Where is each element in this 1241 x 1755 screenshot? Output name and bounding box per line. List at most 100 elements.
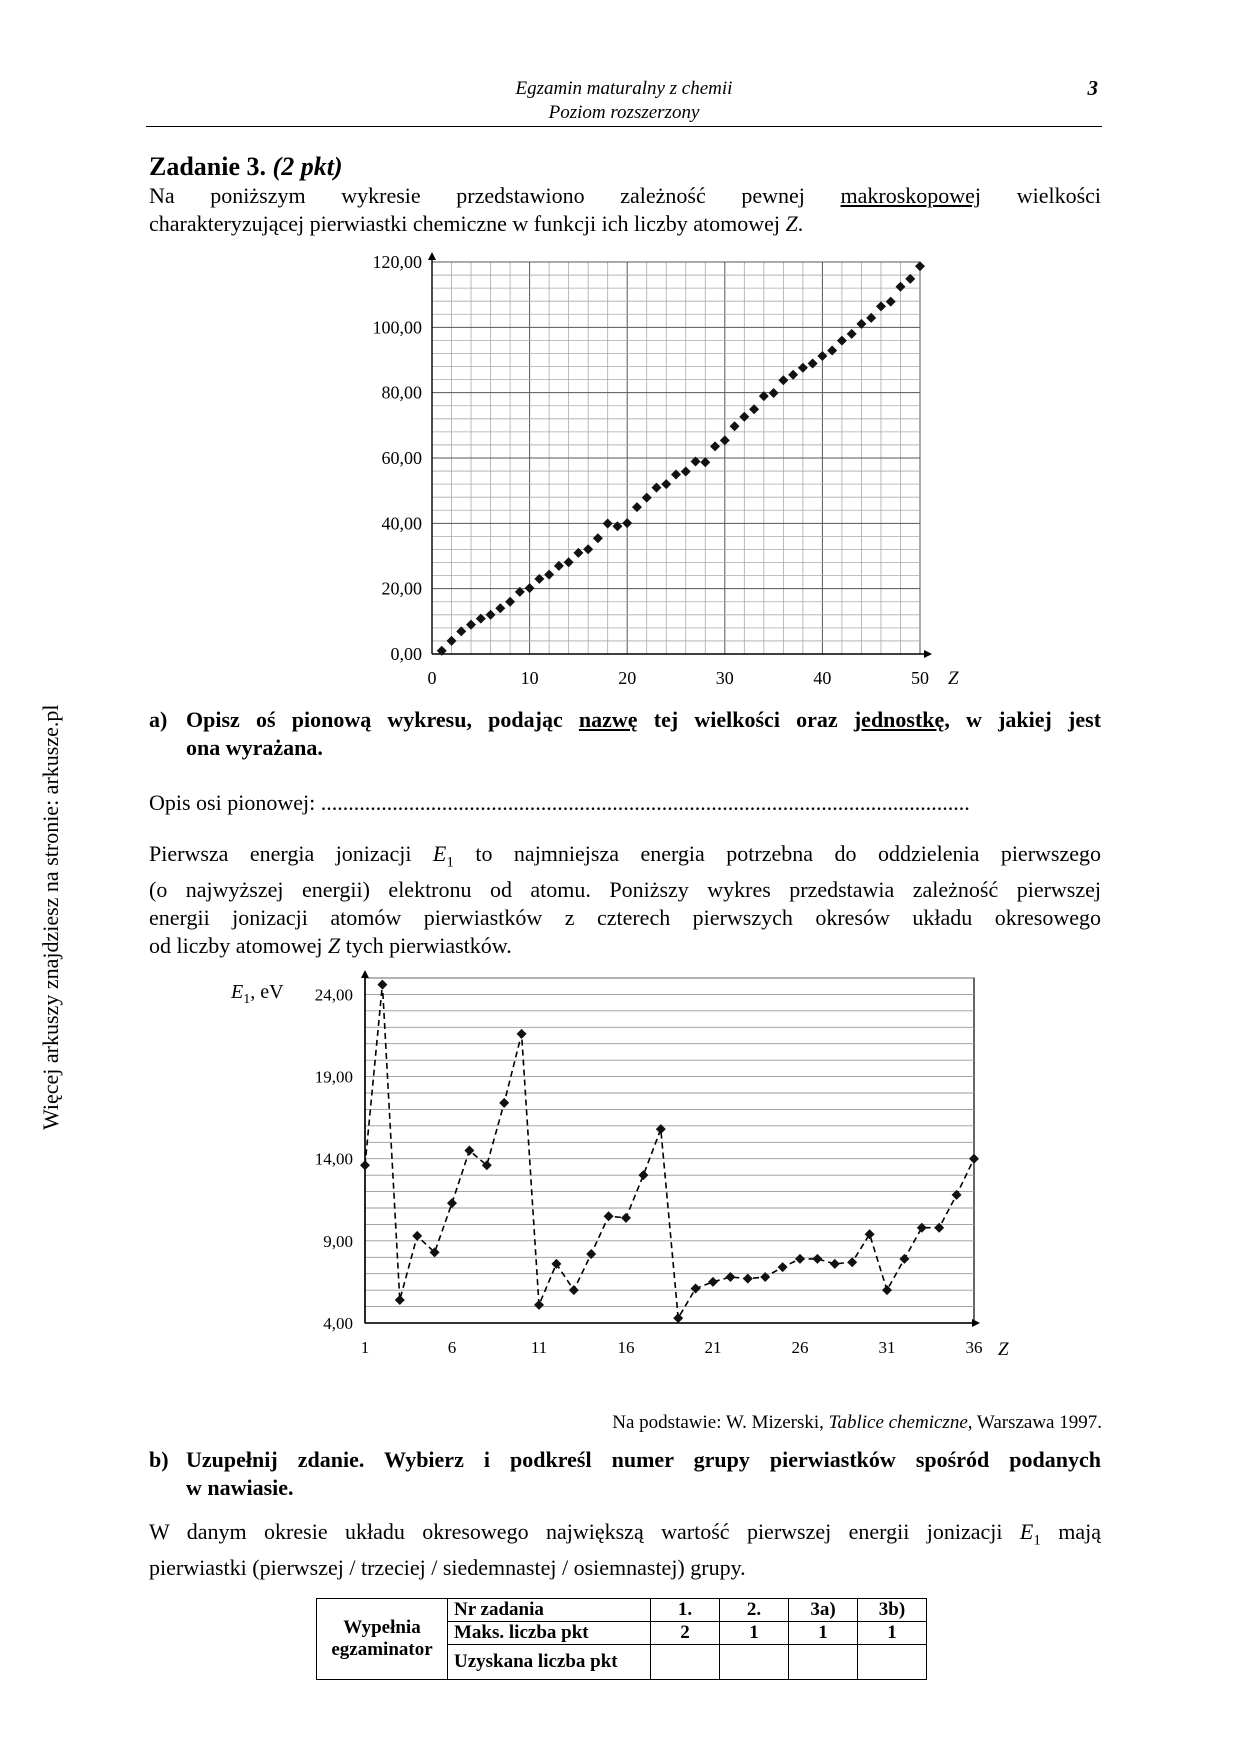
chart2-grid <box>364 977 975 1324</box>
chart2-point <box>377 979 388 990</box>
question-b-line-2: w nawiasie. <box>186 1475 294 1500</box>
chart1-point <box>456 626 467 637</box>
chart2-point <box>551 1258 562 1269</box>
chart1-point <box>602 518 613 529</box>
max-points-3a: 1 <box>788 1621 858 1645</box>
chart2-series-line <box>364 984 975 1321</box>
chart1-point <box>719 435 730 446</box>
chart1-point <box>729 421 740 432</box>
chart1-point <box>661 479 672 490</box>
chart1-point <box>583 544 594 555</box>
chart1-point <box>856 318 867 329</box>
examiner-score-table: Wypełnia egzaminator Nr zadania 1. 2. 3a)… <box>316 1598 927 1680</box>
chart1-point <box>797 362 808 373</box>
chart1-point <box>788 369 799 380</box>
chart1-x-tick-label: 10 <box>521 668 539 686</box>
chart2-point <box>568 1285 579 1296</box>
chart2-point <box>777 1262 788 1273</box>
max-points-1: 2 <box>650 1621 720 1645</box>
chart2-axes <box>361 970 980 1327</box>
chart1-point <box>710 441 721 452</box>
header-level: Poziom rozszerzony <box>548 102 700 123</box>
obtained-points-1[interactable] <box>650 1644 720 1680</box>
chart1-point <box>700 457 711 468</box>
sentence-line-2: pierwiastki (pierwszej / trzeciej / sied… <box>149 1555 746 1581</box>
chart1-y-tick-label: 20,00 <box>382 579 423 599</box>
chart2-x-tick-label: 6 <box>448 1338 457 1357</box>
chart2-point <box>725 1272 736 1282</box>
chart1-point <box>866 312 877 323</box>
chart1-point <box>563 557 574 568</box>
chart2-point <box>499 1097 510 1108</box>
chart1-point <box>827 345 838 356</box>
examiner-label-cell: Wypełnia egzaminator <box>316 1598 448 1680</box>
chart1-point <box>885 296 896 307</box>
answer-dots: ........................................… <box>320 790 970 815</box>
chart1-x-arrow <box>924 650 932 658</box>
sentence-to-complete[interactable]: W danym okresie układu okresowego najwię… <box>149 1518 1101 1582</box>
chart2-point <box>708 1276 718 1287</box>
max-points-2: 1 <box>719 1621 789 1645</box>
chart2-y-arrow <box>361 970 369 978</box>
chart2-point <box>464 1145 475 1156</box>
chart2-point <box>934 1222 945 1233</box>
info-line-4: od liczby atomowej Z tych pierwiastków. <box>149 933 512 959</box>
chart1-point <box>544 569 555 580</box>
chart1-y-tick-label: 100,00 <box>373 317 423 337</box>
chart1-point <box>436 645 447 656</box>
chart1-point <box>495 603 506 614</box>
chart1-point <box>758 391 769 402</box>
task-number-1: 1. <box>650 1598 720 1622</box>
chart2-point <box>394 1295 405 1305</box>
chart2-point <box>586 1249 597 1259</box>
chart1-x-tick-label: 50 <box>911 668 929 686</box>
chart2-point <box>638 1170 649 1181</box>
chart1-grid <box>431 261 921 655</box>
chart2-y-tick-label: 4,00 <box>323 1314 353 1333</box>
obtained-points-2[interactable] <box>719 1644 789 1680</box>
chart1-point <box>690 456 701 467</box>
task-intro: Na poniższym wykresie przedstawiono zale… <box>149 182 1101 238</box>
chart1-point <box>592 533 603 544</box>
question-b: b) Uzupełnij zdanie. Wybierz i podkreśl … <box>149 1446 1101 1502</box>
chart1-point <box>622 518 633 529</box>
page-number: 3 <box>1087 76 1099 100</box>
chart1-y-arrow <box>428 252 436 260</box>
sidebar-watermark-text: Więcej arkuszy znajdziesz na stronie: ar… <box>38 704 63 1130</box>
chart1-tick-labels: 0,00 20,00 40,00 60,00 80,00 100,00 120,00 0 10 2… <box>373 252 930 686</box>
task-number-label: Nr zadania <box>447 1598 651 1622</box>
chart1-point <box>553 560 564 571</box>
chart1-point <box>749 404 760 415</box>
chart1-point <box>915 261 925 272</box>
task-number-3b: 3b) <box>857 1598 927 1622</box>
obtained-points-label: Uzyskana liczba pkt <box>447 1644 651 1680</box>
chart2-points <box>360 979 979 1324</box>
chart2-y-tick-label: 9,00 <box>323 1232 353 1251</box>
chart1-points <box>436 261 925 656</box>
question-a-line-2: ona wyrażana. <box>186 735 323 760</box>
obtained-points-3a[interactable] <box>788 1644 858 1680</box>
chart2-x-tick-label: 1 <box>361 1338 370 1357</box>
chart1-point <box>905 273 916 284</box>
answer-line-a[interactable]: Opis osi pionowej: .....................… <box>149 790 970 816</box>
chart2-point <box>655 1124 666 1135</box>
question-b-line-1: Uzupełnij zdanie. Wybierz i podkreśl num… <box>186 1447 1101 1472</box>
chart2-y-axis-label: E1, eV <box>230 981 284 1007</box>
chart2-x-tick-label: 26 <box>792 1338 809 1357</box>
ionization-info: Pierwsza energia jonizacji E1 to najmnie… <box>149 840 1101 960</box>
chart1-point <box>817 351 828 362</box>
chart1-point <box>524 583 535 594</box>
chart2-point <box>899 1253 910 1264</box>
chart1-x-tick-label: 20 <box>618 668 636 686</box>
sentence-line-1: W danym okresie układu okresowego najwię… <box>149 1519 1101 1549</box>
header-exam-title: Egzamin maturalny z chemii <box>515 78 733 99</box>
question-a: a) Opisz oś pionową wykresu, podając naz… <box>149 706 1101 762</box>
question-a-line-1: Opisz oś pionową wykresu, podając nazwę … <box>186 707 1102 732</box>
chart2-point <box>829 1258 840 1269</box>
question-a-label: a) <box>149 707 168 732</box>
chart1-point <box>651 482 662 493</box>
chart2-point <box>621 1212 631 1223</box>
chart1-point <box>612 521 623 532</box>
chart2-point <box>969 1153 979 1164</box>
obtained-points-3b[interactable] <box>857 1644 927 1680</box>
